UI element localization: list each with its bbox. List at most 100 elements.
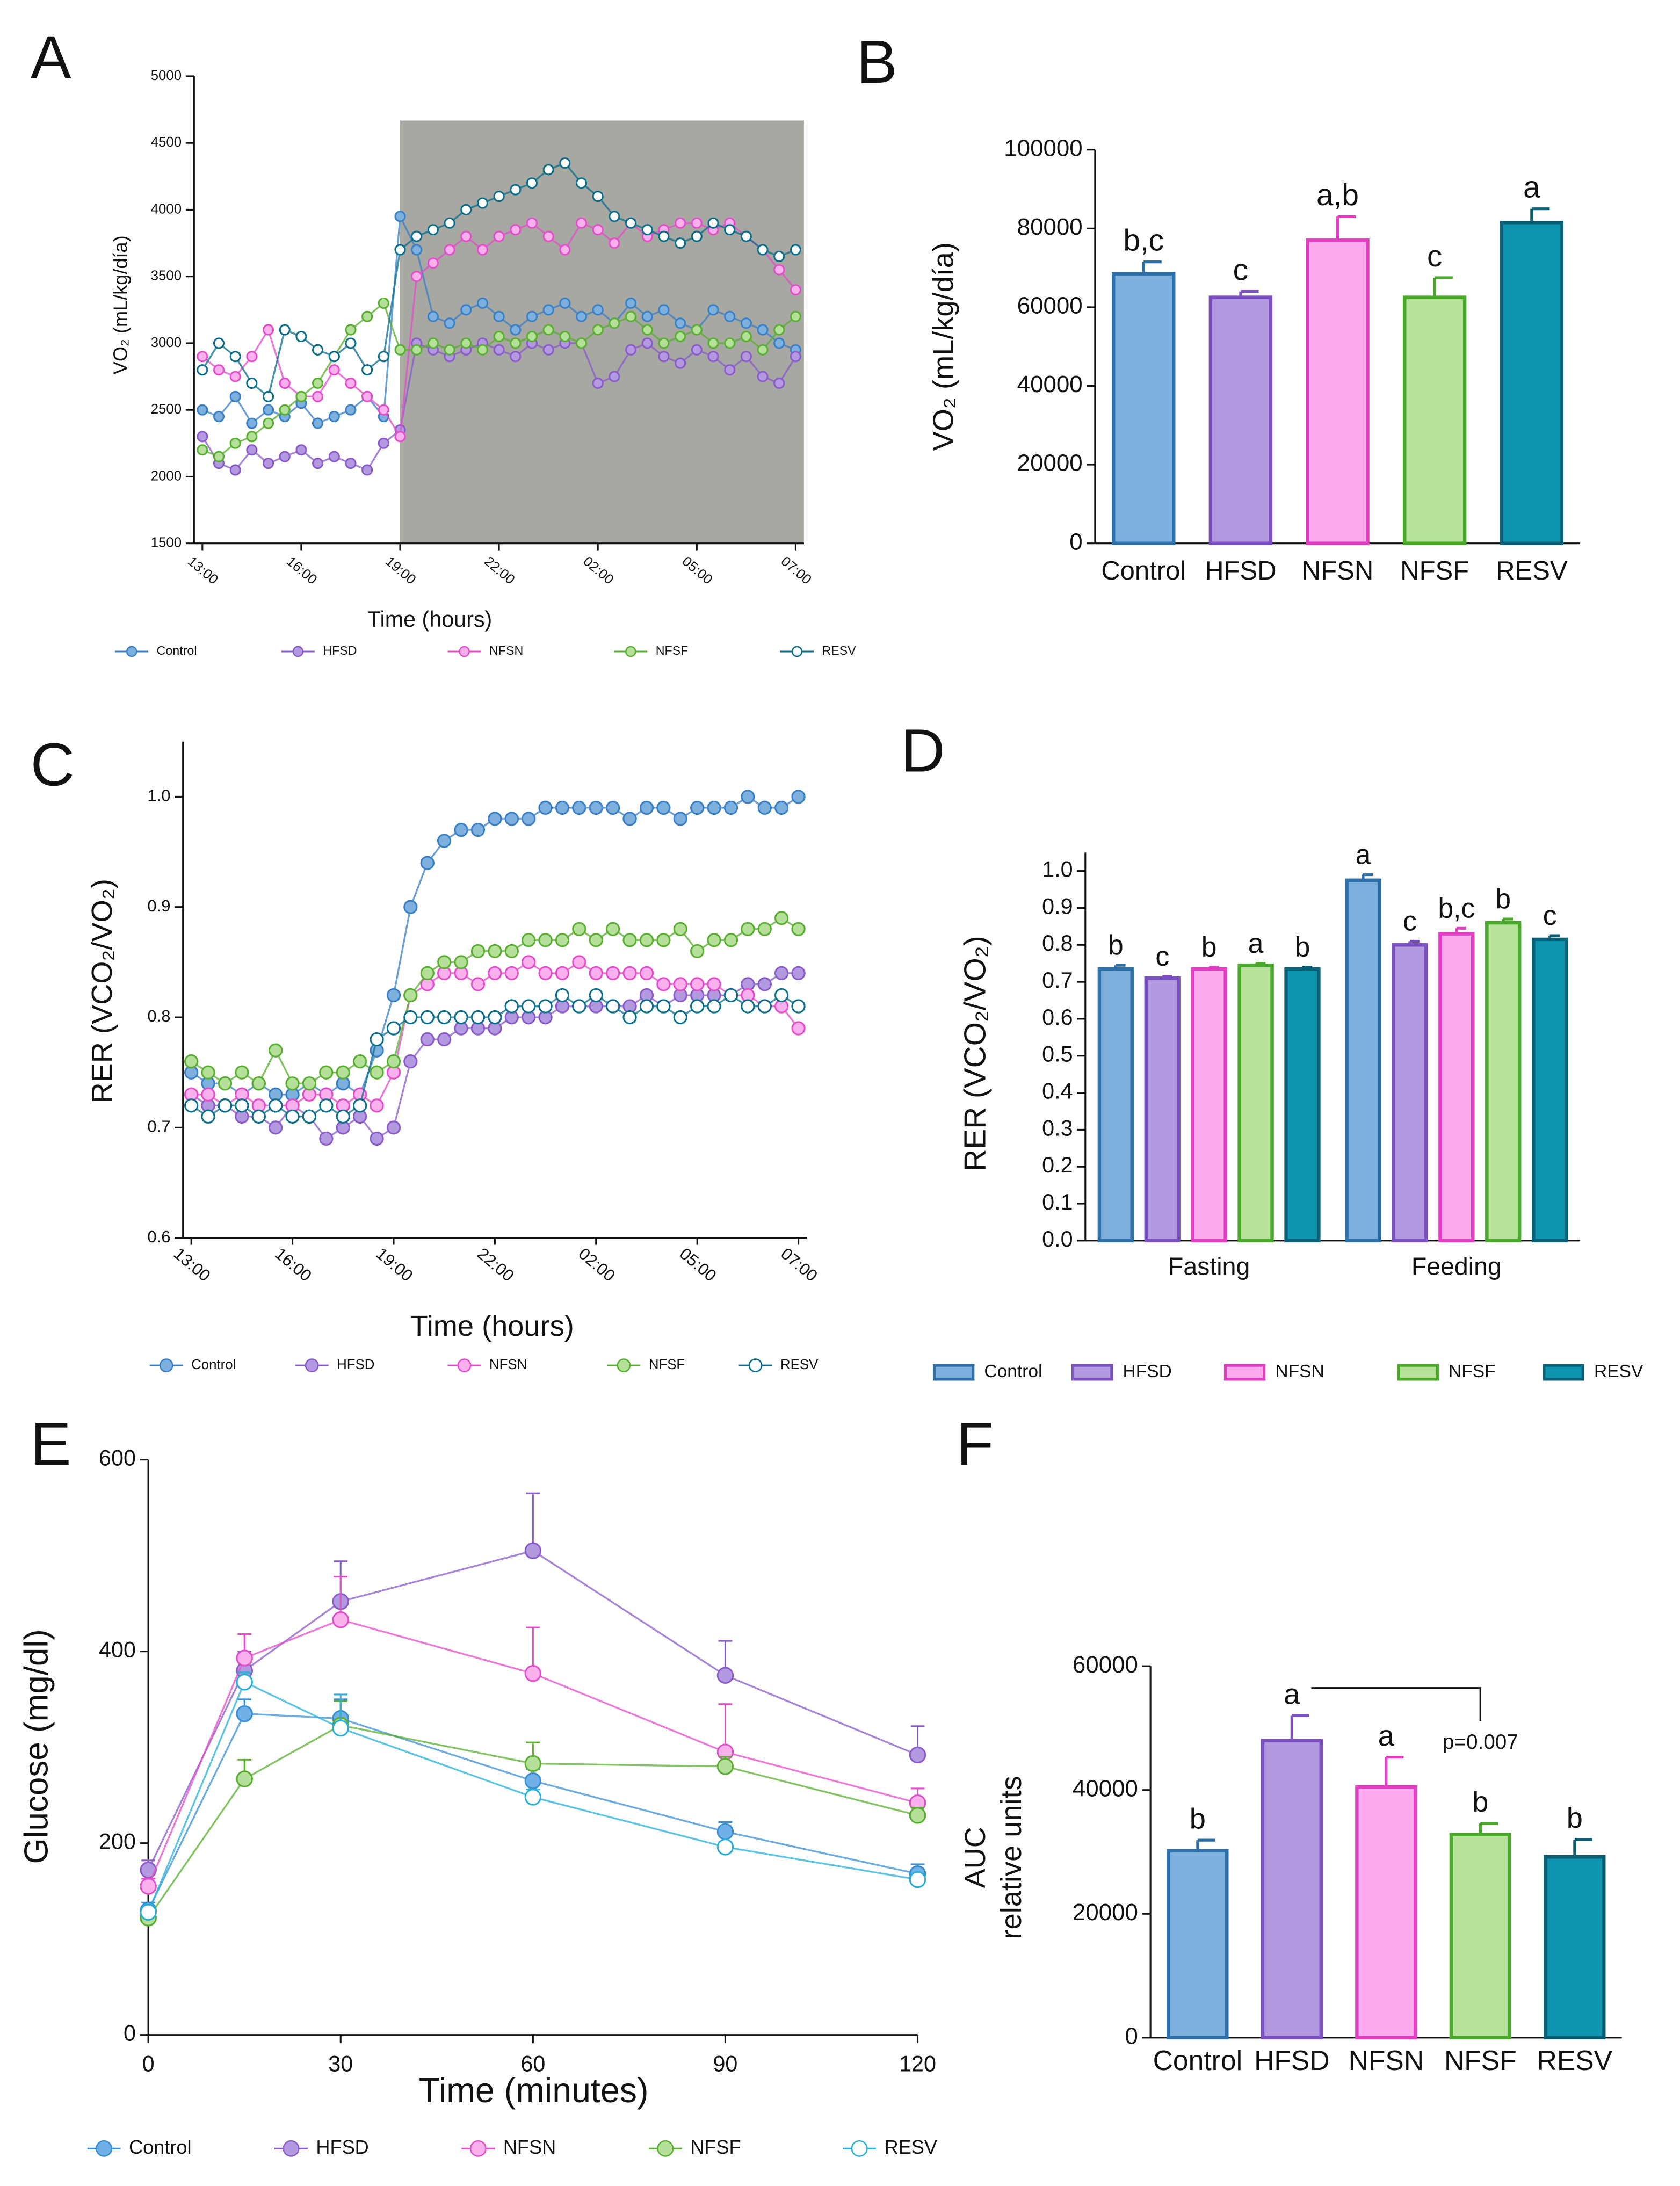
point xyxy=(757,922,772,936)
point xyxy=(757,371,769,382)
point xyxy=(656,999,671,1014)
bar xyxy=(1532,937,1568,1243)
point xyxy=(312,390,324,402)
point xyxy=(658,230,670,242)
point xyxy=(723,933,738,947)
point xyxy=(622,966,637,981)
point xyxy=(470,822,486,837)
point xyxy=(609,317,620,329)
point xyxy=(555,966,570,981)
legend-marker xyxy=(657,2140,674,2157)
point xyxy=(724,224,736,236)
point xyxy=(262,390,274,402)
point xyxy=(757,344,769,356)
legend-swatch xyxy=(1397,1364,1439,1381)
point xyxy=(639,966,654,981)
y-tick-label: 5000 xyxy=(151,68,182,83)
point xyxy=(589,988,603,1003)
legend-marker xyxy=(851,2140,868,2157)
point xyxy=(361,390,373,402)
point xyxy=(622,812,637,826)
x-tick-label: 19:00 xyxy=(373,1244,417,1285)
x-tick-label: 07:00 xyxy=(778,554,814,588)
bar xyxy=(1111,272,1176,545)
point xyxy=(510,184,522,196)
y-tick-label: 0 xyxy=(1069,529,1082,555)
point xyxy=(757,977,772,991)
y-tick-label: 2500 xyxy=(151,402,182,417)
point xyxy=(345,337,357,349)
point xyxy=(510,351,522,363)
panel-letter: A xyxy=(31,24,71,92)
point xyxy=(184,1054,199,1069)
point xyxy=(656,933,671,947)
point xyxy=(444,217,455,229)
legend-label: RESV xyxy=(780,1357,819,1372)
point xyxy=(524,1755,542,1772)
point xyxy=(559,157,571,169)
significance-letter: b xyxy=(1201,931,1217,962)
point xyxy=(690,800,705,815)
point xyxy=(319,1131,334,1146)
point xyxy=(641,310,653,322)
bar xyxy=(1284,967,1321,1243)
point xyxy=(522,933,536,947)
point xyxy=(312,344,324,356)
point xyxy=(427,224,439,236)
point xyxy=(201,1109,215,1124)
point xyxy=(622,933,637,947)
point xyxy=(470,944,486,959)
x-axis-label: Time (hours) xyxy=(367,607,492,632)
point xyxy=(723,800,738,815)
point xyxy=(403,1054,418,1069)
point xyxy=(609,211,620,222)
y-tick-label: 0.0 xyxy=(1042,1227,1073,1251)
point xyxy=(332,1611,349,1628)
x-tick-label: 02:00 xyxy=(575,1244,619,1285)
point xyxy=(575,217,588,229)
point xyxy=(201,1087,215,1102)
point xyxy=(262,324,274,336)
point xyxy=(460,337,472,349)
point xyxy=(411,244,423,256)
point xyxy=(269,1043,283,1058)
point xyxy=(279,451,291,462)
y-tick-label: 40000 xyxy=(1017,371,1083,397)
point xyxy=(740,330,752,343)
point xyxy=(675,357,686,369)
point xyxy=(328,411,340,423)
y-tick-label: 0.7 xyxy=(1042,968,1073,993)
point xyxy=(522,955,536,969)
y-tick-label: 0.8 xyxy=(147,1007,170,1025)
point xyxy=(345,404,357,416)
point xyxy=(251,1076,266,1091)
point xyxy=(386,1021,401,1036)
point xyxy=(538,800,553,815)
point xyxy=(488,944,502,959)
point xyxy=(236,1705,253,1722)
point xyxy=(302,1109,317,1124)
point xyxy=(526,310,538,322)
point xyxy=(229,464,241,476)
point xyxy=(658,304,670,316)
point xyxy=(269,1098,283,1113)
x-axis-label: Time (hours) xyxy=(410,1310,574,1342)
point xyxy=(493,330,505,343)
point xyxy=(510,324,522,336)
point xyxy=(675,330,686,343)
point xyxy=(420,1032,435,1047)
series-line xyxy=(147,1724,918,1919)
point xyxy=(707,977,721,991)
y-axis-label: RER (VCO₂/VO₂) xyxy=(86,879,118,1103)
point xyxy=(345,377,357,389)
point xyxy=(641,224,653,236)
legend-label: HFSD xyxy=(337,1357,374,1372)
significance-letter: c xyxy=(1155,940,1169,972)
point xyxy=(690,999,705,1014)
point xyxy=(420,1010,435,1025)
point xyxy=(493,191,505,202)
point xyxy=(229,437,241,449)
point xyxy=(526,330,538,343)
point xyxy=(791,999,806,1014)
point xyxy=(791,790,806,804)
